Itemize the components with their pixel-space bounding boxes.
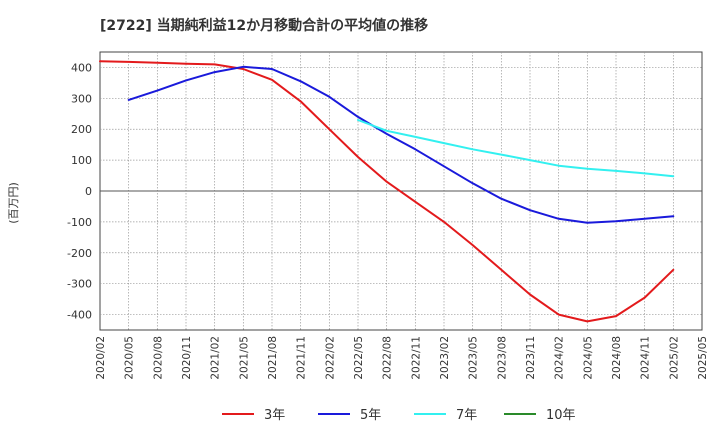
x-tick-label: 2025/05 [697, 336, 709, 380]
chart-title: [2722] 当期純利益12か月移動合計の平均値の推移 [100, 17, 428, 34]
x-tick-label: 2022/08 [382, 336, 394, 380]
x-tick-label: 2021/02 [210, 336, 222, 380]
legend-label: 10年 [546, 408, 576, 423]
y-tick-label: 0 [85, 185, 92, 198]
y-axis-label: (百万円) [7, 182, 20, 224]
x-tick-label: 2020/11 [181, 336, 193, 380]
y-tick-label: 300 [71, 92, 92, 105]
x-tick-label: 2023/11 [525, 336, 537, 380]
plot-area: -400 -300 -200 -100 0 100 200 300 400 2020/02 2020… [67, 51, 709, 380]
x-tick-label: 2020/08 [152, 336, 164, 380]
x-tick-label: 2024/08 [611, 336, 623, 380]
x-tick-label: 2023/08 [496, 336, 508, 380]
x-tick-label: 2022/02 [324, 336, 336, 380]
y-tick-label: -300 [67, 278, 92, 291]
y-tick-label: 100 [71, 154, 92, 167]
x-tick-label: 2023/02 [439, 336, 451, 380]
y-tick-label: -400 [67, 309, 92, 322]
y-tick-label: 200 [71, 123, 92, 136]
legend-label: 7年 [456, 408, 477, 423]
x-tick-label: 2022/05 [353, 336, 365, 380]
x-tick-label: 2024/11 [640, 336, 652, 380]
x-tick-label: 2024/02 [554, 336, 566, 380]
x-tick-label: 2020/02 [95, 336, 107, 380]
series-line [99, 60, 675, 323]
legend-label: 5年 [360, 408, 381, 423]
x-tick-label: 2024/05 [582, 336, 594, 380]
x-tick-label: 2021/08 [267, 336, 279, 380]
series-line [357, 119, 675, 178]
x-tick-label: 2021/05 [238, 336, 250, 380]
x-tick-label: 2022/11 [410, 336, 422, 380]
x-tick-label: 2021/11 [296, 336, 308, 380]
x-tick-label: 2025/02 [668, 336, 680, 380]
y-tick-label: 400 [71, 61, 92, 74]
legend-label: 3年 [264, 408, 285, 423]
y-tick-label: -100 [67, 216, 92, 229]
series-line [127, 65, 675, 224]
y-tick-label: -200 [67, 247, 92, 260]
legend: 3年 5年 7年 10年 [222, 408, 576, 423]
x-tick-label: 2020/05 [124, 336, 136, 380]
x-tick-label: 2023/05 [468, 336, 480, 380]
